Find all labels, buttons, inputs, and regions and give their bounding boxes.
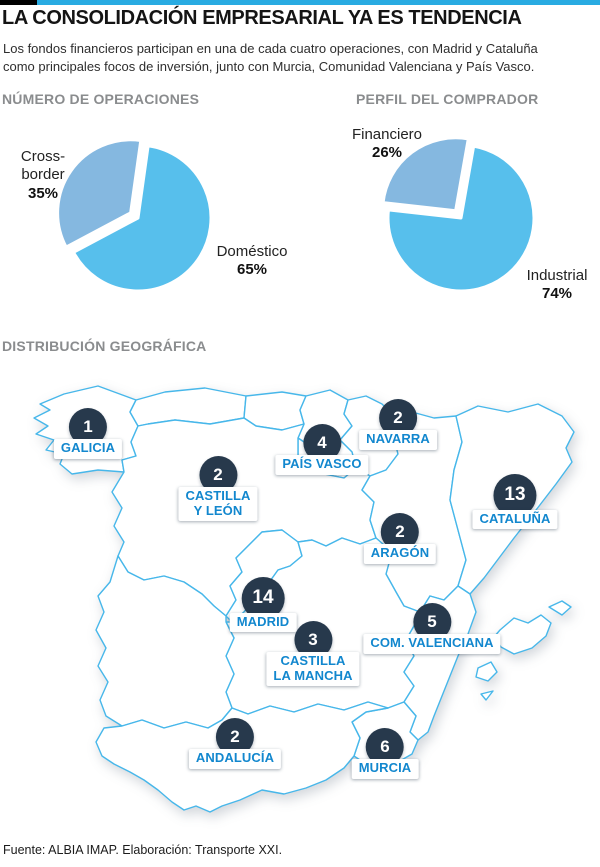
pie-chart-operations xyxy=(56,138,213,293)
section-header-operations: NÚMERO DE OPERACIONES xyxy=(2,91,200,107)
region-menorca xyxy=(548,600,572,616)
section-header-geographic-distribution: DISTRIBUCIÓN GEOGRÁFICA xyxy=(2,338,207,354)
marker-castilla-y-leon: 2 CASTILLA Y LEÓN xyxy=(178,456,258,522)
region-label: CASTILLA LA MANCHA xyxy=(266,652,360,687)
region-label: ARAGÓN xyxy=(363,544,437,564)
pie-slice-doméstico xyxy=(72,144,213,293)
pie-label-name: Cross-border xyxy=(20,148,66,184)
pie-label-value: 26% xyxy=(371,144,403,162)
region-label: CATALUÑA xyxy=(472,509,558,530)
pie-label-financiero: Financiero 26% xyxy=(343,126,431,163)
region-label: GALICIA xyxy=(53,439,123,459)
page-subtitle: Los fondos financieros participan en una… xyxy=(3,41,538,74)
pie-label-name: Financiero xyxy=(351,126,423,143)
marker-cataluna: 13 CATALUÑA xyxy=(472,473,558,530)
marker-galicia: 1 GALICIA xyxy=(53,408,123,459)
region-ibiza xyxy=(475,661,498,682)
marker-madrid: 14 MADRID xyxy=(229,576,297,633)
marker-navarra: 2 NAVARRA xyxy=(359,399,437,450)
marker-pais-vasco: 4 PAÍS VASCO xyxy=(275,424,369,475)
section-header-buyer-profile: PERFIL DEL COMPRADOR xyxy=(356,91,539,107)
pie-label-industrial: Industrial 74% xyxy=(511,267,600,304)
marker-castilla-la-mancha: 3 CASTILLA LA MANCHA xyxy=(266,621,360,687)
source-line: Fuente: ALBIA IMAP. Elaboración: Transpo… xyxy=(3,843,283,857)
pie-label-domestico: Doméstico 65% xyxy=(206,243,298,280)
pie-label-name: Doméstico xyxy=(216,243,288,260)
region-formentera xyxy=(480,690,494,701)
marker-andalucia: 2 ANDALUCÍA xyxy=(188,718,282,769)
region-label: MADRID xyxy=(229,612,297,633)
region-label: PAÍS VASCO xyxy=(275,455,369,475)
pie-label-value: 65% xyxy=(236,261,268,279)
marker-murcia: 6 MURCIA xyxy=(351,728,419,779)
top-accent-bar-black-segment xyxy=(0,0,37,5)
top-accent-bar xyxy=(0,0,600,5)
pie-slice-cross-border xyxy=(56,138,143,249)
spain-map-container: 1 GALICIA 4 PAÍS VASCO 2 NAVARRA 2 CASTILLA Y L… xyxy=(0,360,600,840)
region-label: CASTILLA Y LEÓN xyxy=(178,487,258,522)
map-markers-layer: 1 GALICIA 4 PAÍS VASCO 2 NAVARRA 2 CASTILLA Y L… xyxy=(0,360,600,840)
pie-slice-industrial xyxy=(386,144,536,293)
pie-label-cross-border: Cross-border 35% xyxy=(0,148,86,203)
pie-slice-financiero xyxy=(381,136,470,213)
marker-aragon: 2 ARAGÓN xyxy=(363,513,437,564)
page-title: LA CONSOLIDACIÓN EMPRESARIAL YA ES TENDE… xyxy=(2,7,522,29)
region-label: COM. VALENCIANA xyxy=(363,634,501,654)
pie-label-name: Industrial xyxy=(526,267,588,284)
region-label: NAVARRA xyxy=(359,430,437,450)
pie-chart-buyer-profile xyxy=(381,136,536,293)
pie-label-value: 35% xyxy=(27,184,59,202)
region-count-badge: 13 xyxy=(493,473,537,517)
region-count-badge: 14 xyxy=(241,576,285,620)
pie-label-value: 74% xyxy=(541,285,573,303)
region-label: MURCIA xyxy=(351,759,419,779)
region-label: ANDALUCÍA xyxy=(188,749,282,769)
marker-com-valenciana: 5 COM. VALENCIANA xyxy=(363,603,501,654)
